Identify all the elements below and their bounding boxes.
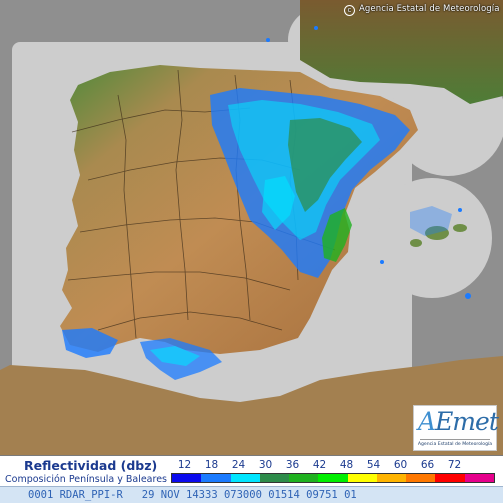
legend-value-42: 42 [312, 459, 327, 471]
radar-map [0, 0, 503, 455]
legend-value-54: 54 [366, 459, 381, 471]
legend-swatch-42 [318, 474, 348, 482]
legend-swatch-30 [259, 474, 290, 482]
legend-swatch-36 [289, 474, 319, 482]
legend-value-60: 60 [393, 459, 408, 471]
legend-swatch-12 [172, 474, 202, 482]
radar-echoes [62, 26, 471, 380]
logo-letter-a: A [418, 407, 436, 436]
logo-subtitle: Agencia Estatal de Meteorología [417, 442, 493, 447]
legend-value-72: 72 [447, 459, 462, 471]
legend-swatch-66 [435, 474, 465, 482]
legend-color-scale [171, 473, 495, 483]
status-bar: 0001 RDAR_PPI-R 29 NOV 14333 073000 0151… [0, 486, 503, 503]
copyright-icon: c [344, 5, 355, 16]
copyright-text: Agencia Estatal de Meteorología [359, 4, 500, 14]
legend-title: Reflectividad (dbz) [24, 458, 158, 473]
legend-swatch-24 [230, 474, 260, 482]
legend-subtitle: Composición Península y Baleares [5, 474, 167, 485]
legend-value-18: 18 [204, 459, 219, 471]
logo-divider [420, 439, 490, 440]
legend-value-24: 24 [231, 459, 246, 471]
legend-swatch-60 [406, 474, 436, 482]
copyright-notice: c Agencia Estatal de Meteorología [344, 4, 500, 16]
aemet-logo: AEmet Agencia Estatal de Meteorología [413, 405, 499, 451]
legend-value-66: 66 [420, 459, 435, 471]
legend-swatch-48 [347, 474, 377, 482]
legend-scale-labels: 12 18 24 30 36 42 48 54 60 66 72 [171, 459, 495, 471]
legend-swatch-72 [464, 474, 494, 482]
logo-letters: Emet [435, 407, 499, 436]
legend-value-48: 48 [339, 459, 354, 471]
legend-value-30: 30 [258, 459, 273, 471]
legend-swatch-18 [201, 474, 231, 482]
legend-value-36: 36 [285, 459, 300, 471]
legend-value-12: 12 [177, 459, 192, 471]
reflectivity-legend: Reflectividad (dbz) Composición Penínsul… [0, 455, 503, 487]
legend-swatch-54 [376, 474, 407, 482]
logo-wordmark: AEmet [418, 407, 499, 436]
